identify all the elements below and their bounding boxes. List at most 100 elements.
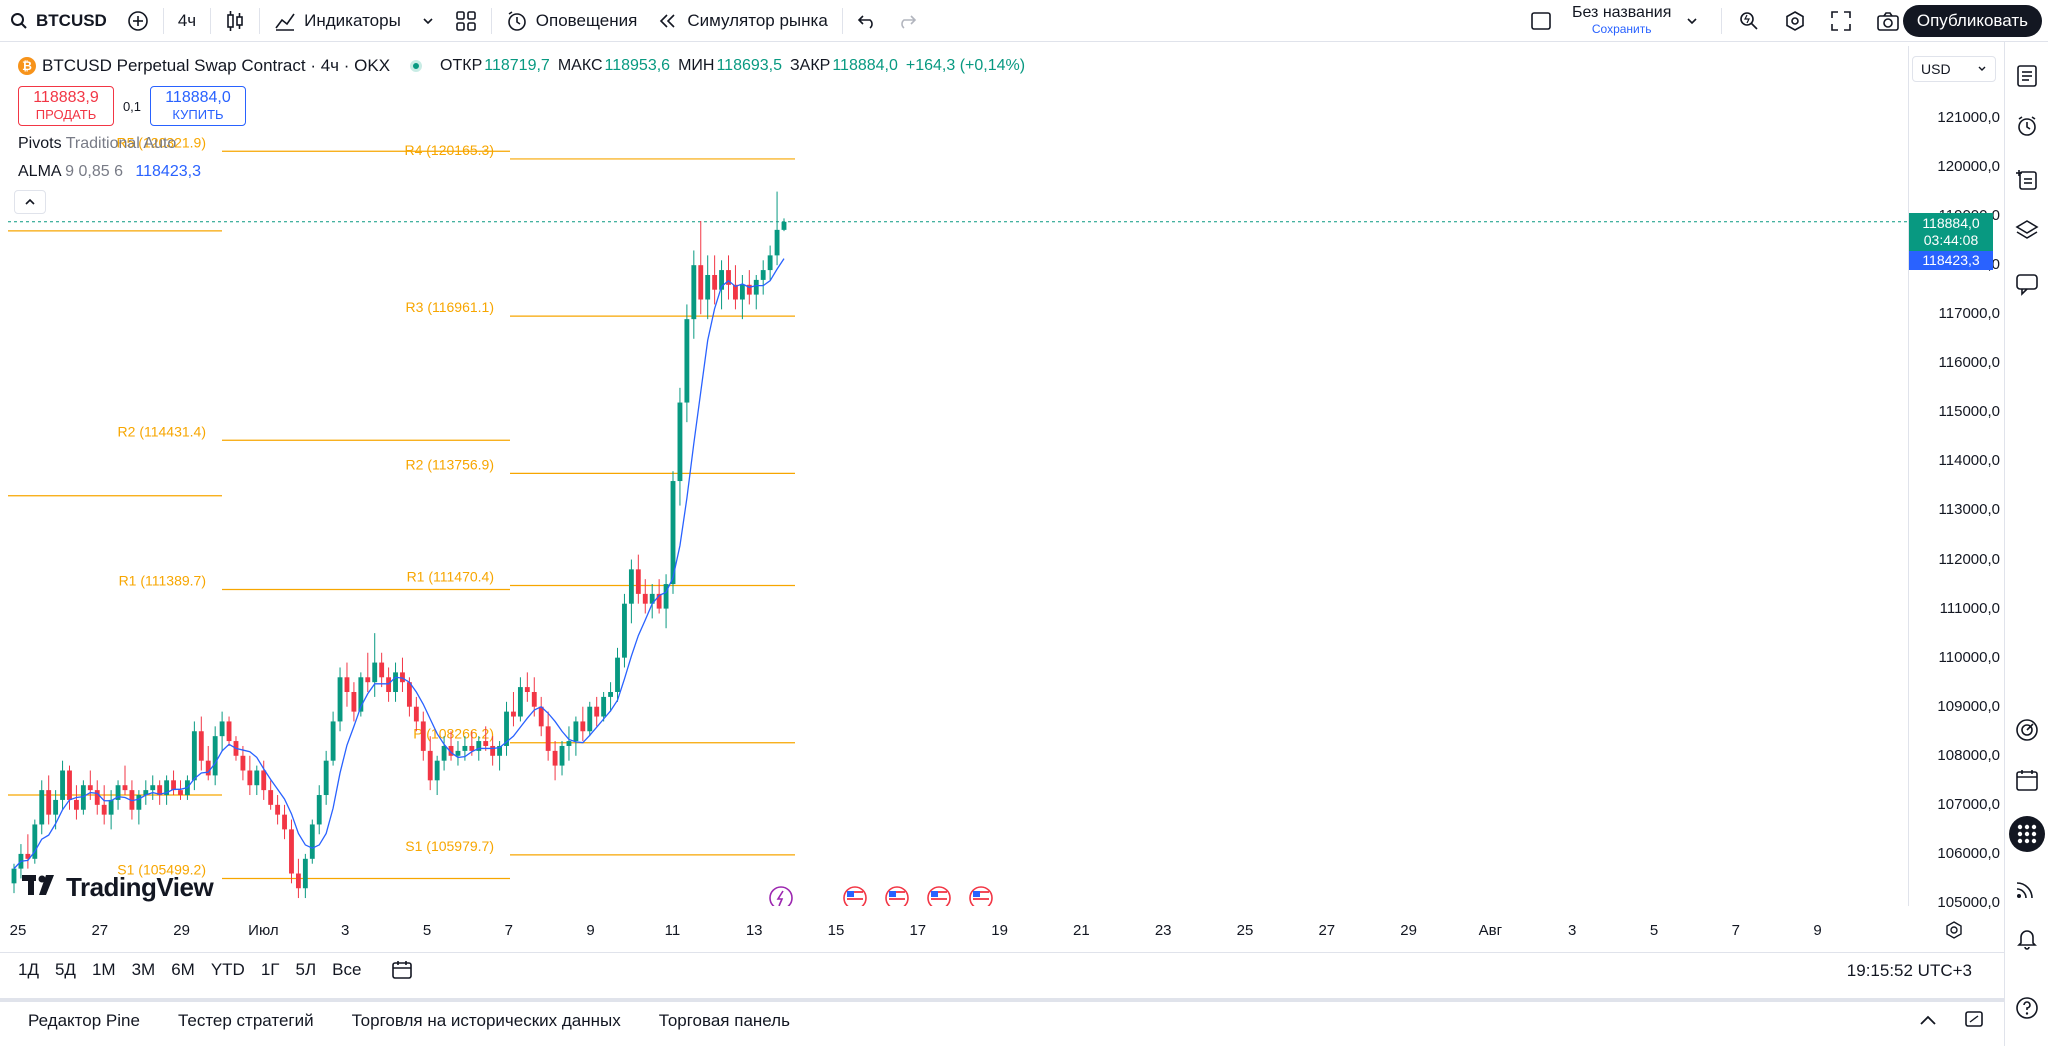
- symbol-search[interactable]: BTCUSD: [0, 0, 117, 42]
- symbol-title[interactable]: BTCUSD Perpetual Swap Contract · 4ч · OK…: [42, 56, 391, 75]
- us-flag-event-icon[interactable]: [969, 886, 993, 906]
- bottom-tab[interactable]: Редактор Pine: [28, 1011, 140, 1030]
- price-tick: 114000,0: [1938, 452, 2000, 470]
- range-buttons: 1Д 5Д 1М 3М 6М YTD 1Г 5Л Все: [18, 960, 377, 980]
- settings-icon[interactable]: [1784, 10, 1806, 32]
- buy-button[interactable]: 118884,0 КУПИТЬ: [150, 86, 246, 126]
- price-tick: 117000,0: [1938, 305, 2000, 323]
- date-range-picker-icon[interactable]: [391, 959, 413, 981]
- bottom-tab[interactable]: Торговля на исторических данных: [351, 1011, 621, 1030]
- range-button[interactable]: 5Д: [54, 959, 76, 979]
- price-tick: 121000,0: [1937, 109, 2000, 126]
- time-axis[interactable]: 25 27 29 Июл 3 5 7 9 11 13 15 17 19 21 23 25 27 29 Авг 3 5 7 9: [0, 918, 1980, 944]
- chevron-up-icon[interactable]: [1918, 1010, 1938, 1034]
- fullscreen-icon[interactable]: [1830, 10, 1852, 32]
- alma-params: 9 0,85 6: [65, 163, 123, 180]
- indicators-button[interactable]: Индикаторы: [264, 0, 411, 42]
- undo-button[interactable]: [847, 0, 887, 42]
- candle-body: [108, 799, 114, 815]
- time-tick: Авг: [1478, 922, 1503, 939]
- range-button[interactable]: YTD: [210, 959, 245, 979]
- market-status-icon[interactable]: [410, 60, 423, 72]
- collapse-legend-button[interactable]: [14, 190, 46, 214]
- chevron-down-icon[interactable]: [1685, 14, 1699, 28]
- layers-icon[interactable]: [2011, 214, 2043, 246]
- layouts-button[interactable]: [445, 0, 487, 42]
- alerts-clock-icon[interactable]: [2011, 110, 2043, 142]
- alma-name: ALMA: [18, 163, 61, 180]
- candle-body: [198, 731, 204, 761]
- low-label: МИН: [678, 57, 715, 74]
- time-tick: 21: [1073, 922, 1090, 939]
- price-scale[interactable]: [1908, 46, 2004, 906]
- layout-save[interactable]: Без названия Сохранить: [1572, 5, 1671, 37]
- help-icon[interactable]: [2011, 992, 2043, 1024]
- replay-button[interactable]: Симулятор рынка: [647, 0, 837, 42]
- redo-icon: [897, 13, 917, 29]
- flash-event-icon[interactable]: [769, 886, 793, 906]
- bottom-tabs: Редактор Pine Тестер стратегий Торговля на…: [28, 1011, 828, 1031]
- alerts-button[interactable]: Оповещения: [496, 0, 648, 42]
- candle-body: [469, 745, 475, 751]
- time-tick: 3: [1568, 922, 1577, 939]
- us-flag-event-icon[interactable]: [843, 886, 867, 906]
- compare-button[interactable]: [117, 0, 159, 42]
- undo-icon: [857, 13, 877, 29]
- candle-body: [566, 741, 572, 746]
- range-button[interactable]: 3М: [131, 959, 156, 979]
- last-price-label: 118884,0 03:44:08: [1909, 213, 1993, 251]
- range-button[interactable]: 5Л: [295, 959, 317, 979]
- candle-body: [746, 284, 752, 295]
- currency-label: USD: [1921, 61, 1951, 77]
- bottom-tab[interactable]: Торговая панель: [658, 1011, 790, 1030]
- calendar-icon[interactable]: [2011, 764, 2043, 796]
- bottom-tab[interactable]: Тестер стратегий: [177, 1011, 314, 1030]
- event-markers[interactable]: [769, 886, 993, 906]
- candle-body: [483, 741, 489, 746]
- timezone-clock[interactable]: 19:15:52 UTC+3: [1846, 961, 1972, 980]
- pivots-name: Pivots: [18, 135, 62, 152]
- pivots-indicator-legend[interactable]: Pivots Traditional Auto: [18, 135, 176, 153]
- square-icon[interactable]: [1530, 10, 1552, 32]
- indicators-dropdown[interactable]: [411, 0, 445, 42]
- signals-icon[interactable]: [2011, 714, 2043, 746]
- sell-button[interactable]: 118883,9 ПРОДАТЬ: [18, 86, 114, 126]
- range-button[interactable]: 1М: [91, 959, 116, 979]
- publish-button[interactable]: Опубликовать: [1902, 5, 2042, 37]
- chart-pane[interactable]: R5 (120321.9) R2 (114431.4) R1 (111389.7) S…: [8, 46, 1908, 906]
- notifications-bell-icon[interactable]: [2011, 922, 2043, 954]
- price-tick: 105000,0: [1937, 893, 2000, 911]
- object-tree-icon[interactable]: [2011, 164, 2043, 196]
- currency-select[interactable]: USD: [1912, 56, 1996, 82]
- interval-button[interactable]: 4ч: [168, 0, 206, 42]
- alma-indicator-legend[interactable]: ALMA 9 0,85 6 118423,3: [18, 163, 201, 181]
- us-flag-event-icon[interactable]: [927, 886, 951, 906]
- range-button[interactable]: 1Г: [260, 959, 280, 979]
- redo-button[interactable]: [887, 0, 927, 42]
- candle-body: [122, 785, 128, 791]
- candle-body: [282, 814, 287, 830]
- time-tick: 5: [422, 922, 432, 939]
- camera-icon[interactable]: [1876, 10, 1900, 32]
- apps-grid-icon[interactable]: [2009, 816, 2045, 852]
- time-axis-settings-icon[interactable]: [1944, 920, 1964, 945]
- candle-body: [635, 569, 641, 594]
- chart-canvas[interactable]: R5 (120321.9) R2 (114431.4) R1 (111389.7) S…: [8, 46, 1908, 906]
- candle-body: [205, 760, 211, 776]
- quick-search-icon[interactable]: [1738, 10, 1760, 32]
- candle-body: [670, 481, 676, 585]
- us-flag-event-icon[interactable]: [885, 886, 909, 906]
- range-button[interactable]: 6М: [171, 959, 195, 979]
- spread-value: 0,1: [122, 98, 142, 114]
- candle-body: [587, 706, 593, 732]
- watchlist-icon[interactable]: [2011, 60, 2043, 92]
- chart-type-button[interactable]: [215, 0, 255, 42]
- range-button[interactable]: 1Д: [18, 959, 39, 979]
- time-tick: 11: [664, 922, 681, 939]
- candle-body: [774, 229, 780, 256]
- broadcast-icon[interactable]: [2011, 872, 2043, 904]
- maximize-panel-icon[interactable]: [1964, 1010, 1984, 1034]
- tradingview-logo[interactable]: TradingView: [22, 872, 214, 903]
- chat-icon[interactable]: [2011, 268, 2043, 300]
- range-button[interactable]: Все: [332, 959, 362, 979]
